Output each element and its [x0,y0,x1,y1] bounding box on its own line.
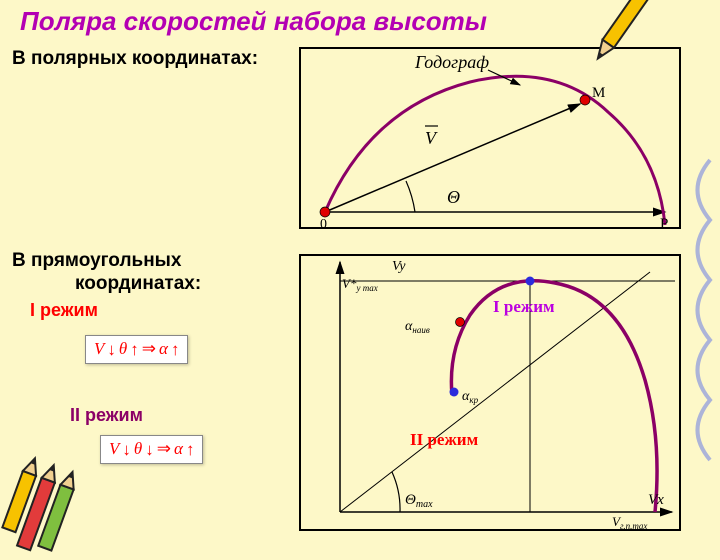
chart2-regime1: I режим [493,297,555,316]
chart1-origin-dot [320,207,330,217]
chart2-Vy: Vy [392,259,406,274]
chart1-godograph-label: Годограф [414,52,489,72]
pencil-bottom-decor [0,430,125,560]
chart1-Vbar: V [425,128,438,148]
chart1-theta: Θ [447,187,460,207]
chart2-alpha-naiv-dot [456,318,465,327]
chart1-P-label: P [660,216,668,232]
chart1-M-label: M [592,85,605,101]
chart2-Vgp: Vг.п.max [612,514,647,531]
chart2-Vystar: V*y max [342,276,378,293]
chart2-thetamax-arc [392,472,400,512]
chart2-peak-dot [526,277,535,286]
chart2-alpha-naiv: αнаив [405,319,430,335]
chart1-hodograph-curve [325,76,665,225]
scribble-decor [680,150,720,500]
chart2-regime2: II режим [410,430,479,449]
chart1-origin-label: 0 [320,217,327,232]
chart2-alpha-kr: αкр [462,389,479,405]
chart1-theta-arc [406,181,415,212]
chart2-thetamax: Θmax [405,492,433,510]
chart2-Vx: Vx [648,492,664,508]
pencil-top-decor [575,0,675,80]
chart1-M-dot [580,95,590,105]
chart2-alpha-kr-dot [450,388,459,397]
